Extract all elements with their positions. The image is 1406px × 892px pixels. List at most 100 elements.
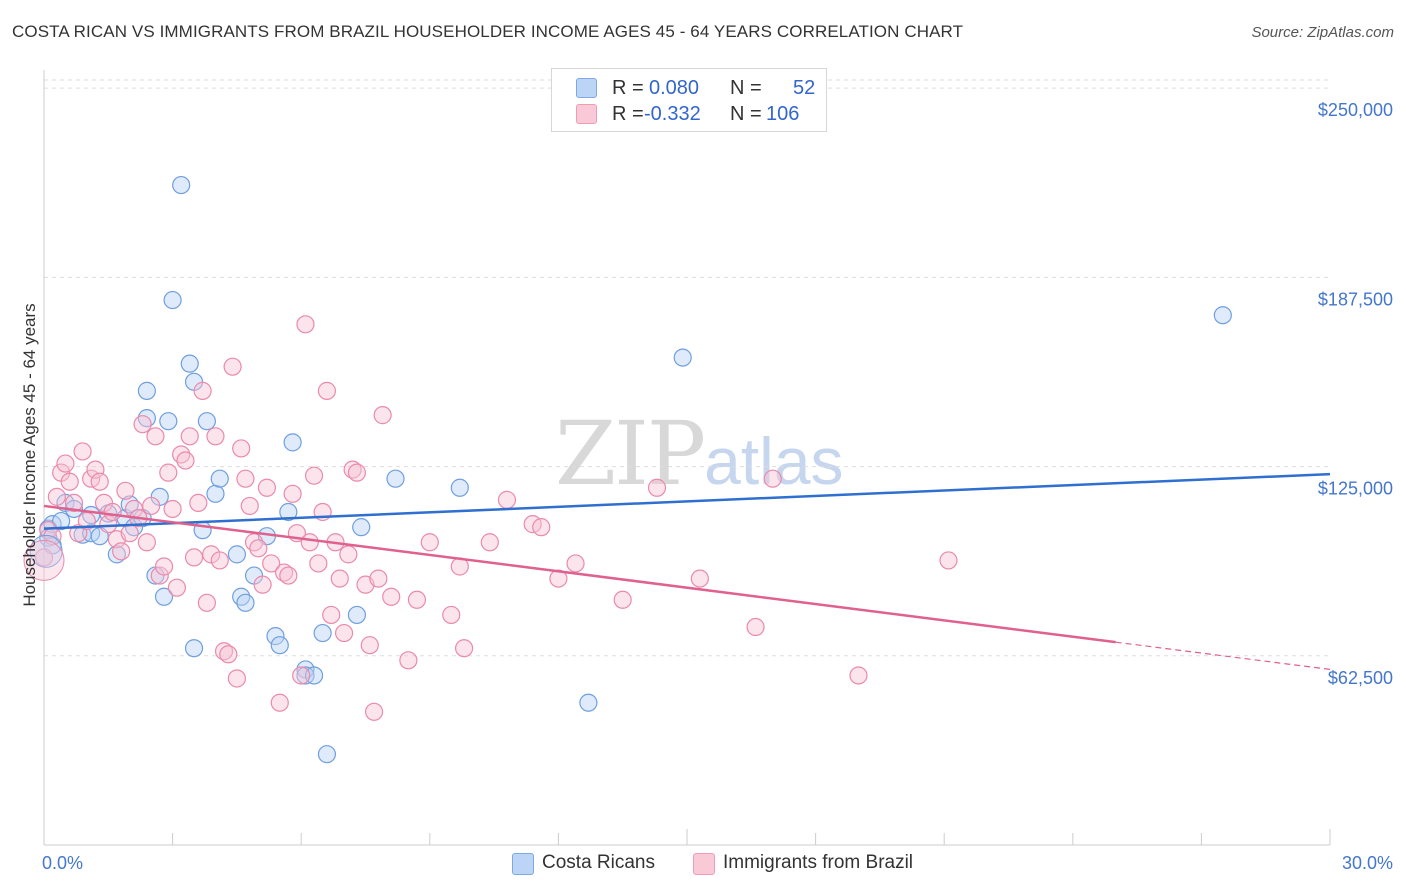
brazil-point <box>407 590 427 609</box>
legend-n-value: 106 <box>766 103 800 125</box>
costa-rican-point <box>1213 306 1232 325</box>
brazil-point <box>939 551 958 570</box>
legend-r-value: -0.332 <box>644 103 701 125</box>
costa-rican-point <box>266 627 285 646</box>
brazil-point <box>219 645 238 664</box>
brazil-point <box>73 442 92 461</box>
tick-labels: $62,500 $125,000 $187,500 $250,000 0.0% 30.0% <box>42 100 1393 873</box>
brazil-point <box>159 463 178 482</box>
brazil-trend-line-extension <box>1115 641 1331 671</box>
costa-rican-point <box>270 636 289 655</box>
brazil-point <box>56 454 75 473</box>
legend-r-label: R = <box>612 103 650 125</box>
correlation-legend: R = 0.080 N = 52 R = -0.332 N = 106 <box>551 68 827 132</box>
data-points <box>23 175 1232 764</box>
brazil-point <box>120 524 139 543</box>
brazil-point <box>176 451 195 470</box>
brazil-point <box>210 551 229 570</box>
brazil-point <box>133 415 152 434</box>
brazil-point <box>34 548 54 567</box>
brazil-point <box>116 481 135 500</box>
brazil-point <box>249 539 268 558</box>
watermark-zip: ZIP <box>555 402 706 505</box>
costa-rican-point <box>210 469 229 488</box>
legend-n-value: 52 <box>793 77 816 99</box>
brazil-point <box>227 669 246 688</box>
brazil-point <box>647 478 667 497</box>
costa-rican-point <box>172 175 191 195</box>
brazil-point <box>236 469 255 488</box>
brazil-point <box>339 545 358 564</box>
brazil-point <box>64 493 84 513</box>
brazil-point <box>262 554 281 573</box>
brazil-point <box>369 569 388 588</box>
brazil-point <box>223 357 242 376</box>
costa-rican-point <box>163 290 182 310</box>
costa-rican-point <box>206 484 225 503</box>
costa-rican-point <box>304 666 324 685</box>
brazil-point <box>180 427 199 446</box>
brazil-point <box>746 617 765 637</box>
legend-swatch-brazil <box>576 104 597 124</box>
brazil-point <box>137 533 156 552</box>
brazil-point <box>304 466 324 485</box>
brazil-point <box>763 469 782 488</box>
y-axis-title: Householder Income Ages 45 - 64 years <box>20 303 39 606</box>
bottom-legend-swatch-brazil <box>693 853 715 875</box>
brazil-point <box>150 566 169 585</box>
brazil-point <box>334 623 354 643</box>
brazil-point <box>232 439 251 458</box>
brazil-point <box>420 533 439 552</box>
costa-rican-point <box>317 745 337 764</box>
watermark: ZIPatlas <box>555 402 844 505</box>
costa-rican-point <box>236 593 255 612</box>
brazil-point <box>90 472 109 491</box>
trend-lines <box>43 472 1331 671</box>
brazil-point <box>112 542 131 561</box>
brazil-point <box>206 427 225 446</box>
costa-rican-point <box>673 348 692 367</box>
brazil-point <box>146 427 165 446</box>
brazil-point <box>317 381 337 400</box>
costa-rican-point <box>52 511 71 531</box>
brazil-point <box>47 487 66 506</box>
costa-rican-point <box>450 478 469 497</box>
brazil-point <box>399 651 418 670</box>
brazil-point <box>480 533 499 552</box>
brazil-point <box>360 636 379 655</box>
brazil-point <box>163 499 182 519</box>
bottom-legend-label-costa-ricans: Costa Ricans <box>542 852 655 873</box>
brazil-point <box>193 381 212 400</box>
watermark-atlas: atlas <box>704 424 844 498</box>
costa-rican-point <box>279 502 298 522</box>
brazil-point <box>240 496 259 516</box>
brazil-point <box>566 554 585 573</box>
brazil-point <box>60 472 79 491</box>
brazil-point <box>279 566 298 585</box>
brazil-point <box>253 575 272 594</box>
brazil-point <box>382 587 401 606</box>
brazil-point <box>292 666 311 685</box>
legend-row-costa-ricans: R = 0.080 N = 52 <box>576 77 815 99</box>
x-tick-label: 0.0% <box>42 853 83 873</box>
legend-n-label: N = <box>730 77 768 99</box>
brazil-point <box>99 515 118 534</box>
brazil-point <box>373 406 392 425</box>
x-tick-label: 30.0% <box>1342 853 1393 873</box>
brazil-point <box>270 693 289 712</box>
brazil-point <box>497 490 517 509</box>
chart-title: COSTA RICAN VS IMMIGRANTS FROM BRAZIL HO… <box>12 22 964 41</box>
bottom-legend-swatch-costa-ricans <box>512 853 534 875</box>
axes <box>43 70 1331 846</box>
brazil-point <box>23 539 65 581</box>
costa-rican-point <box>137 381 156 400</box>
legend-swatch-costa-ricans <box>576 78 597 98</box>
y-tick-label: $187,500 <box>1318 289 1393 309</box>
costa-rican-point <box>347 605 367 625</box>
costa-rican-point <box>184 639 204 658</box>
costa-rican-point <box>579 693 598 712</box>
brazil-point <box>454 639 474 658</box>
brazil-point <box>257 478 277 497</box>
brazil-point <box>322 605 341 625</box>
